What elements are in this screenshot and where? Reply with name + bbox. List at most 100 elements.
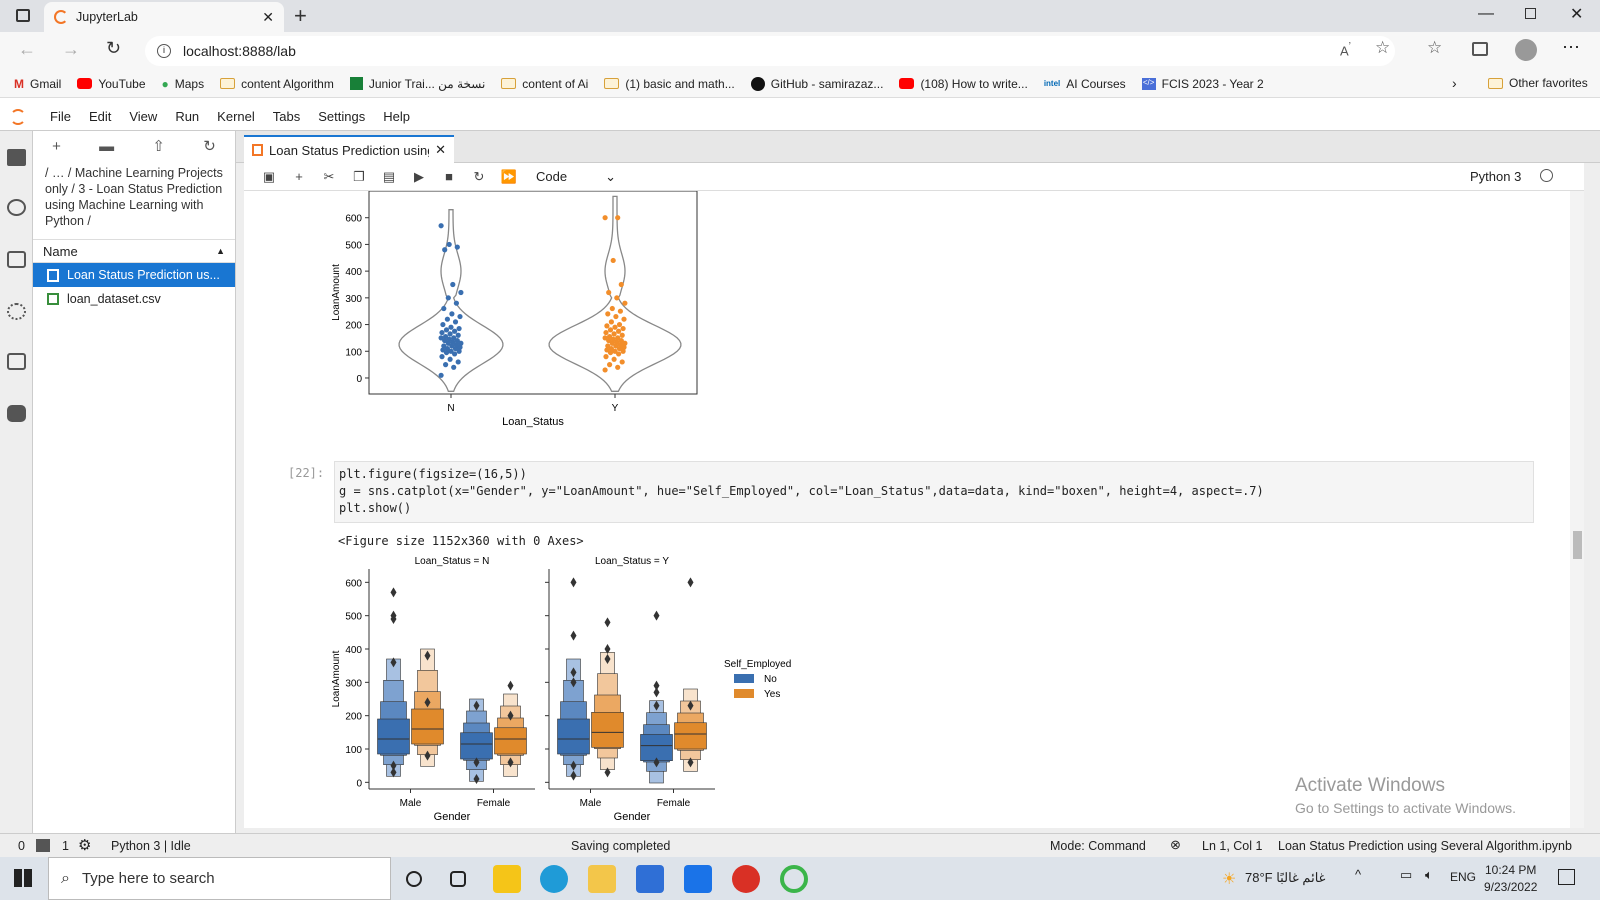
chevron-right-icon[interactable]: › [1452, 75, 1457, 91]
bookmark-fcis[interactable]: </> FCIS 2023 - Year 2 [1141, 76, 1264, 91]
notebook-cells[interactable]: 0 100 200 300 400 500 600 N Y Loan_Status LoanAmou… [244, 191, 1584, 828]
outlier-point [653, 680, 660, 691]
back-icon[interactable]: ← [18, 39, 36, 59]
tabs-icon[interactable] [7, 353, 26, 370]
close-tab-icon[interactable]: ✕ [435, 142, 446, 157]
widgets-icon[interactable] [450, 871, 466, 887]
add-favorite-icon[interactable]: ☆ [1375, 38, 1391, 57]
bookmark-ai-courses[interactable]: intel AI Courses [1043, 76, 1126, 91]
terminal-count[interactable]: 1 [62, 839, 69, 853]
player-app-icon[interactable] [493, 865, 521, 893]
tab-actions-icon[interactable] [16, 9, 30, 22]
store-icon[interactable] [636, 865, 664, 893]
strip-point-Y [605, 311, 611, 317]
close-window-icon[interactable]: ✕ [1570, 6, 1584, 23]
upload-icon[interactable]: ⇧ [152, 138, 165, 155]
profile-avatar[interactable] [1515, 39, 1537, 61]
bookmark-gmail[interactable]: M Gmail [14, 76, 62, 91]
menu-settings[interactable]: Settings [318, 109, 366, 124]
file-item-csv[interactable]: loan_dataset.csv [33, 287, 235, 311]
url-field[interactable]: i localhost:8888/lab [145, 36, 1395, 66]
favorites-icon[interactable]: ☆ [1427, 38, 1443, 57]
restore-icon[interactable] [1525, 8, 1536, 19]
outlier-point [424, 750, 431, 761]
mail-icon[interactable] [684, 865, 712, 893]
menu-run[interactable]: Run [175, 109, 200, 124]
bookmark-youtube[interactable]: YouTube [69, 77, 153, 91]
notification-icon[interactable] [1558, 869, 1575, 885]
task-view-icon[interactable] [406, 871, 422, 887]
chrome-icon[interactable] [732, 865, 760, 893]
property-inspector-icon[interactable] [7, 303, 26, 320]
save-icon[interactable]: ▣ [262, 168, 276, 184]
more-menu-icon[interactable]: ⋯ [1562, 37, 1580, 57]
status-count[interactable]: 0 [18, 839, 25, 853]
bookmark-content-algorithm[interactable]: content Algorithm [212, 77, 342, 91]
tray-chevron-icon[interactable]: ^ [1355, 867, 1362, 882]
restart-icon[interactable]: ↻ [473, 168, 485, 184]
refresh-icon[interactable]: ↻ [203, 138, 216, 155]
minimize-icon[interactable]: — [1478, 5, 1494, 22]
mode-indicator[interactable]: Mode: Command [1050, 839, 1146, 853]
volume-icon[interactable]: 🔈︎ [1425, 867, 1433, 882]
forward-icon[interactable]: → [62, 39, 80, 59]
run-icon[interactable]: ▶ [414, 168, 424, 184]
bookmark-content-of-ai[interactable]: content of Ai [493, 77, 596, 91]
paste-icon[interactable]: ▤ [382, 168, 396, 184]
cut-icon[interactable]: ✂ [323, 168, 335, 184]
restart-run-all-icon[interactable]: ⏩ [500, 168, 518, 184]
outlier-point [604, 654, 611, 664]
copy-icon[interactable]: ❐ [353, 168, 365, 184]
edge-icon[interactable] [540, 865, 568, 893]
read-aloud-icon[interactable]: Aʼ [1340, 41, 1352, 59]
breadcrumb[interactable]: / … / Machine Learning Projects only / 3… [45, 166, 223, 228]
running-icon[interactable] [7, 199, 26, 216]
file-explorer-icon[interactable] [588, 865, 616, 893]
menu-view[interactable]: View [129, 109, 158, 124]
column-header-name[interactable]: Name ▲ [33, 239, 235, 263]
bookmark-how-to-write[interactable]: (108) How to write... [891, 77, 1035, 91]
commands-icon[interactable] [7, 251, 26, 268]
new-launcher-icon[interactable]: + [52, 137, 61, 155]
menu-file[interactable]: File [50, 109, 71, 124]
notebook-tab[interactable]: Loan Status Prediction using ✕ [244, 135, 454, 163]
strip-point-Y [607, 349, 614, 356]
file-item-notebook[interactable]: Loan Status Prediction us... [33, 263, 235, 287]
new-tab-icon[interactable]: + [294, 3, 307, 28]
new-folder-icon[interactable]: ▬ [99, 137, 115, 155]
app-ring-icon[interactable] [780, 865, 808, 893]
extension-icon[interactable] [7, 405, 26, 422]
menu-kernel[interactable]: Kernel [217, 109, 255, 124]
bookmark-github[interactable]: GitHub - samirazaz... [743, 76, 892, 91]
taskbar-search[interactable]: ⌕ Type here to search [48, 857, 391, 900]
menu-edit[interactable]: Edit [88, 109, 112, 124]
windows-start-icon[interactable] [14, 869, 32, 887]
close-tab-icon[interactable]: ✕ [262, 8, 274, 25]
bookmark-basic-math[interactable]: (1) basic and math... [596, 77, 742, 91]
menu-help[interactable]: Help [383, 109, 410, 124]
insert-cell-icon[interactable]: + [295, 169, 303, 184]
cursor-position[interactable]: Ln 1, Col 1 [1202, 839, 1263, 853]
strip-point-N [440, 321, 446, 328]
file-path[interactable]: Loan Status Prediction using Several Alg… [1278, 839, 1572, 853]
stop-icon[interactable]: ■ [445, 169, 453, 184]
clock[interactable]: 10:24 PM 9/23/2022 [1484, 863, 1538, 894]
strip-point-Y [615, 335, 621, 341]
kernel-status[interactable]: Python 3 | Idle [111, 839, 191, 853]
weather-text[interactable]: 78°F غائم غالبًا [1245, 870, 1326, 885]
language-indicator[interactable]: ENG [1450, 870, 1477, 884]
code-cell[interactable]: plt.figure(figsize=(16,5)) g = sns.catpl… [334, 461, 1534, 523]
network-icon[interactable]: ▭ [1400, 867, 1413, 882]
browser-tab[interactable]: JupyterLab ✕ [44, 2, 284, 32]
scrollbar-thumb[interactable] [1573, 531, 1582, 559]
bookmark-other-favorites[interactable]: Other favorites [1480, 76, 1596, 90]
folder-icon[interactable] [7, 149, 26, 166]
bookmark-junior-trainee[interactable]: Junior Trai... نسخة من [342, 77, 493, 91]
scrollbar[interactable] [1570, 191, 1584, 828]
cell-type-select[interactable]: Code ⌄ [536, 168, 616, 184]
kernel-name[interactable]: Python 3 [1470, 169, 1522, 184]
refresh-icon[interactable]: ↻ [106, 38, 122, 58]
menu-tabs[interactable]: Tabs [272, 109, 301, 124]
collections-icon[interactable] [1472, 42, 1488, 56]
bookmark-maps[interactable]: ● Maps [161, 76, 205, 91]
